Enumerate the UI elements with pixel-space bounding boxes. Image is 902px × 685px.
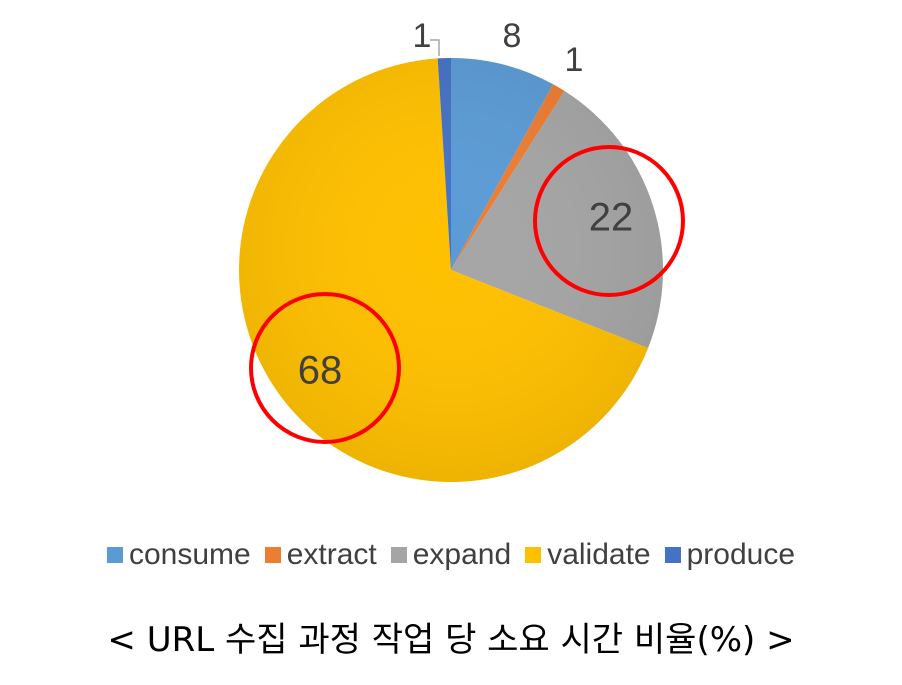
data-label-expand: 22	[589, 196, 634, 240]
legend-item-expand: expand	[390, 538, 512, 572]
legend-swatch-extract	[264, 547, 281, 563]
legend-label-extract: extract	[286, 538, 377, 571]
data-label-extract: 1	[565, 41, 584, 79]
legend-swatch-expand	[390, 547, 407, 563]
legend-swatch-consume	[106, 547, 123, 563]
legend-label-validate: validate	[547, 538, 651, 571]
data-label-produce: 1	[413, 17, 432, 55]
legend-label-produce: produce	[686, 538, 796, 571]
legend-item-produce: produce	[664, 538, 796, 572]
highlight-circle-expand	[533, 145, 685, 297]
legend-label-expand: expand	[412, 538, 512, 571]
chart-legend: consume extract expand validate produce	[0, 538, 902, 572]
legend-swatch-validate	[525, 547, 542, 563]
leader-line-produce	[430, 39, 440, 56]
legend-label-consume: consume	[128, 538, 251, 571]
legend-swatch-produce	[664, 547, 681, 563]
data-label-consume: 8	[503, 17, 522, 55]
legend-item-validate: validate	[525, 538, 651, 572]
legend-item-consume: consume	[106, 538, 251, 572]
chart-caption: < URL 수집 과정 작업 당 소요 시간 비율(%) >	[107, 620, 795, 660]
highlight-circle-validate	[249, 292, 401, 444]
data-label-validate: 68	[298, 349, 343, 393]
legend-item-extract: extract	[264, 538, 377, 572]
